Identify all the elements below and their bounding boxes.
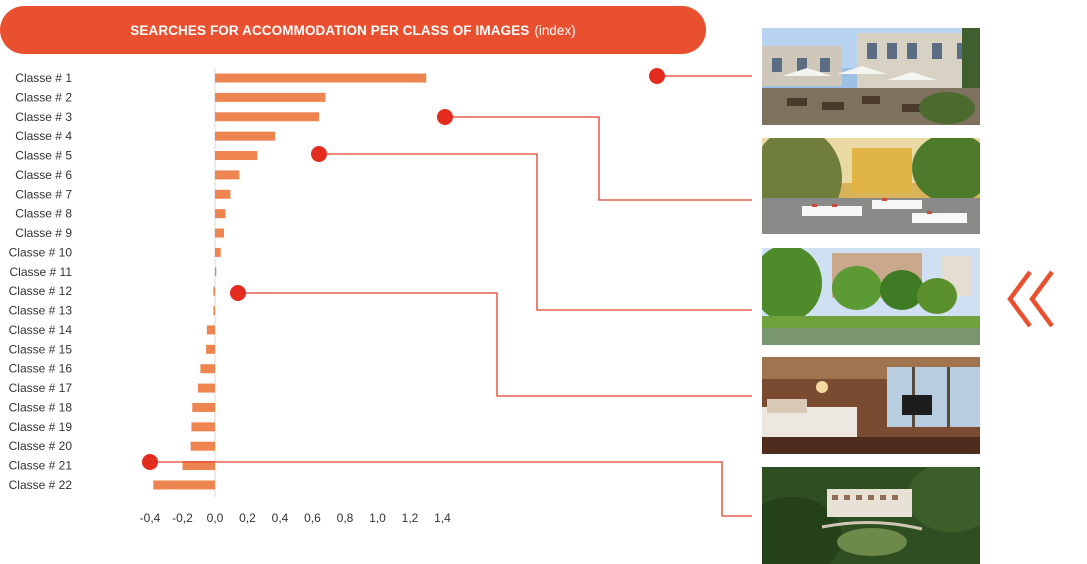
chart-title: SEARCHES FOR ACCOMMODATION PER CLASS OF … xyxy=(130,22,530,38)
bar-classe-8 xyxy=(215,209,226,219)
double-chevron-left-icon[interactable] xyxy=(1006,270,1058,328)
hotel-bedroom-photo xyxy=(762,357,980,454)
bar-classe-16 xyxy=(200,364,215,374)
category-label-22: Classe # 22 xyxy=(9,478,73,492)
category-label-4: Classe # 4 xyxy=(15,129,72,143)
bar-classe-17 xyxy=(197,383,215,393)
bar-classe-4 xyxy=(215,131,276,141)
bar-classe-13 xyxy=(213,306,215,316)
connector-line-2 xyxy=(452,116,752,201)
bar-classe-1 xyxy=(215,73,427,83)
bar-classe-22 xyxy=(153,480,215,490)
bar-classe-7 xyxy=(215,189,231,199)
category-label-5: Classe # 5 xyxy=(15,149,72,163)
category-label-8: Classe # 8 xyxy=(15,207,72,221)
lakeside-hotel-photo xyxy=(762,248,980,345)
connector-line-5 xyxy=(157,461,752,517)
x-tick-label-9: 1,2 xyxy=(402,511,419,525)
category-label-17: Classe # 17 xyxy=(9,381,73,395)
x-tick-label-5: 0,4 xyxy=(272,511,289,525)
category-label-7: Classe # 7 xyxy=(15,187,72,201)
bar-classe-15 xyxy=(206,344,215,354)
bar-classe-21 xyxy=(182,461,215,471)
terrace-with-umbrellas-photo xyxy=(762,28,980,125)
category-label-19: Classe # 19 xyxy=(9,420,73,434)
x-tick-label-6: 0,6 xyxy=(304,511,321,525)
x-tick-label-10: 1,4 xyxy=(434,511,451,525)
bar-classe-3 xyxy=(215,112,319,122)
highlight-marker-3 xyxy=(311,146,327,162)
bar-classe-18 xyxy=(192,402,215,412)
category-label-2: Classe # 2 xyxy=(15,90,72,104)
x-tick-label-4: 0,2 xyxy=(239,511,256,525)
category-label-12: Classe # 12 xyxy=(9,284,73,298)
category-label-15: Classe # 15 xyxy=(9,342,73,356)
category-label-3: Classe # 3 xyxy=(15,110,72,124)
category-label-11: Classe # 11 xyxy=(10,265,73,279)
category-label-16: Classe # 16 xyxy=(9,362,73,376)
bar-classe-11 xyxy=(215,267,217,277)
highlight-marker-5 xyxy=(142,454,158,470)
category-label-13: Classe # 13 xyxy=(9,304,73,318)
category-label-18: Classe # 18 xyxy=(9,400,73,414)
bar-classe-5 xyxy=(215,151,258,161)
garden-dining-tables-photo xyxy=(762,138,980,234)
bar-classe-10 xyxy=(215,247,221,257)
aerial-hotel-photo xyxy=(762,467,980,564)
bar-classe-6 xyxy=(215,170,240,180)
category-label-1: Classe # 1 xyxy=(15,71,72,85)
bar-classe-9 xyxy=(215,228,224,238)
bar-classe-19 xyxy=(191,422,215,432)
x-tick-label-1: -0,4 xyxy=(140,511,161,525)
highlight-marker-1 xyxy=(649,68,665,84)
x-tick-label-3: 0,0 xyxy=(207,511,224,525)
bar-classe-20 xyxy=(190,441,215,451)
x-tick-label-8: 1,0 xyxy=(369,511,386,525)
x-tick-label-2: -0,2 xyxy=(172,511,193,525)
category-label-21: Classe # 21 xyxy=(9,459,73,473)
chart-title-bar: SEARCHES FOR ACCOMMODATION PER CLASS OF … xyxy=(0,6,706,54)
category-label-9: Classe # 9 xyxy=(15,226,72,240)
category-label-14: Classe # 14 xyxy=(9,323,73,337)
connector-line-3 xyxy=(326,153,752,311)
category-label-20: Classe # 20 xyxy=(9,439,73,453)
category-label-6: Classe # 6 xyxy=(15,168,72,182)
bar-classe-12 xyxy=(213,286,215,296)
chart-title-unit: (index) xyxy=(534,22,576,38)
highlight-marker-2 xyxy=(437,109,453,125)
bar-classe-14 xyxy=(206,325,215,335)
x-tick-label-7: 0,8 xyxy=(337,511,354,525)
highlight-marker-4 xyxy=(230,285,246,301)
category-label-10: Classe # 10 xyxy=(9,245,73,259)
bar-classe-2 xyxy=(215,92,326,102)
connector-line-4 xyxy=(245,292,752,397)
